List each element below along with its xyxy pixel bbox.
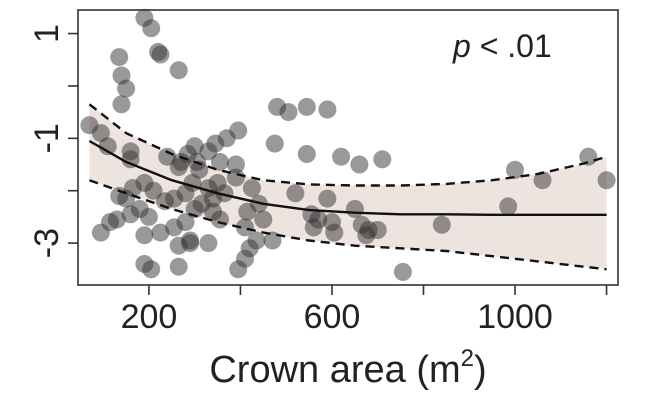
x-tick-label: 1000 (477, 298, 553, 336)
data-point (121, 150, 140, 169)
data-point (142, 19, 161, 38)
confidence-band-layer (89, 104, 607, 270)
data-point (533, 171, 552, 190)
x-axis: 200 600 1000 (121, 285, 608, 336)
data-point (242, 179, 261, 198)
x-axis-label-close: ) (474, 349, 487, 391)
data-point (254, 210, 273, 229)
data-point (169, 236, 188, 255)
fit-layer (88, 103, 607, 271)
data-point (215, 184, 234, 203)
data-point (279, 103, 298, 122)
x-axis-label: Crown area (m2) (209, 345, 486, 391)
data-point (499, 197, 518, 216)
x-tick-label: 600 (304, 298, 361, 336)
data-point (139, 207, 158, 226)
data-point (393, 262, 412, 281)
y-tick-label: 1 (28, 24, 66, 43)
data-point (229, 260, 248, 279)
y-axis: 1 -1 -3 (28, 24, 78, 258)
ci-upper-line (88, 103, 607, 187)
plot-frame (77, 9, 619, 286)
x-axis-label-superscript: 2 (461, 345, 474, 372)
data-point (112, 95, 131, 114)
data-point (210, 210, 229, 229)
data-point (297, 97, 316, 116)
data-point (286, 184, 305, 203)
data-point (121, 205, 140, 224)
data-point (368, 221, 387, 239)
data-point (151, 223, 170, 242)
x-tick-label: 200 (121, 298, 178, 336)
data-point (432, 215, 451, 234)
data-point (597, 171, 616, 190)
data-point (110, 48, 129, 67)
data-point (135, 226, 154, 245)
data-point (318, 189, 337, 208)
data-point (309, 210, 328, 229)
ci-lower-line (88, 179, 607, 271)
data-point (199, 234, 218, 253)
p-value-annotation: p < .01 (452, 28, 552, 64)
data-point (169, 257, 188, 276)
data-point (226, 168, 245, 187)
data-point (350, 155, 369, 174)
data-point (117, 79, 136, 98)
data-point (506, 160, 524, 179)
x-axis-label-main: Crown area (m (209, 349, 460, 391)
data-point (176, 213, 195, 232)
data-point (158, 147, 177, 166)
data-point (579, 147, 598, 166)
data-point (238, 202, 257, 221)
data-point (236, 218, 254, 237)
data-point (325, 223, 344, 242)
p-value-italic: p (452, 28, 471, 64)
fit-line (88, 139, 607, 216)
data-point (199, 142, 218, 161)
data-point (169, 158, 188, 177)
data-point (265, 134, 284, 153)
data-point (142, 260, 161, 279)
data-point (210, 152, 229, 171)
data-point (169, 61, 188, 80)
data-point (373, 150, 392, 169)
y-tick-label: -3 (28, 228, 66, 258)
data-point (226, 155, 245, 174)
data-point (98, 137, 117, 156)
confidence-band (89, 104, 607, 270)
data-point (91, 223, 110, 242)
y-tick-label: -1 (28, 123, 66, 153)
p-value-rest: < .01 (471, 28, 552, 64)
data-point (345, 200, 364, 218)
data-point (318, 100, 337, 119)
data-point (332, 147, 351, 166)
data-point (297, 145, 316, 163)
data-point (151, 45, 170, 64)
